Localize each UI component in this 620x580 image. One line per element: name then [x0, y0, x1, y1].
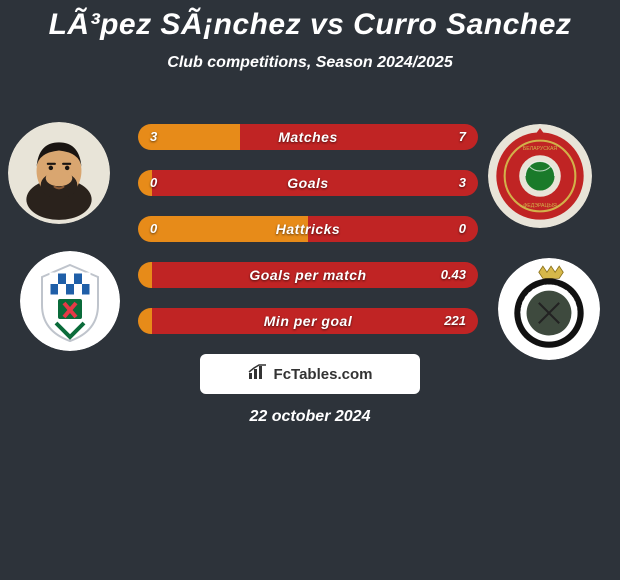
player-left-avatar — [8, 122, 110, 224]
bar-row-goals: 0 3 Goals — [138, 170, 478, 196]
svg-text:БЕЛАРУСКАЯ: БЕЛАРУСКАЯ — [523, 146, 558, 152]
bar-row-min-per-goal: 221 Min per goal — [138, 308, 478, 334]
bar-label: Hattricks — [138, 216, 478, 242]
player-right-club-crest: BURGOS · CLUB · FUTBOL — [498, 258, 600, 360]
chart-icon — [248, 364, 268, 385]
bar-label: Min per goal — [138, 308, 478, 334]
bar-label: Goals per match — [138, 262, 478, 288]
subtitle: Club competitions, Season 2024/2025 — [0, 54, 620, 72]
page-title: LÃ³pez SÃ¡nchez vs Curro Sanchez — [0, 0, 620, 42]
credit-text: FcTables.com — [274, 366, 373, 383]
bar-row-matches: 3 7 Matches — [138, 124, 478, 150]
player-right-federation-crest: БЕЛАРУСКАЯ ФЕДЭРАЦЫЯ — [488, 124, 592, 228]
comparison-bars: 3 7 Matches 0 3 Goals 0 0 Hattricks 0.43… — [138, 124, 478, 354]
credit-box: FcTables.com — [200, 354, 420, 394]
bar-row-hattricks: 0 0 Hattricks — [138, 216, 478, 242]
bar-row-goals-per-match: 0.43 Goals per match — [138, 262, 478, 288]
bar-label: Matches — [138, 124, 478, 150]
svg-text:ФЕДЭРАЦЫЯ: ФЕДЭРАЦЫЯ — [523, 203, 557, 209]
bar-label: Goals — [138, 170, 478, 196]
date-text: 22 october 2024 — [0, 408, 620, 426]
player-left-club-crest — [20, 251, 120, 351]
